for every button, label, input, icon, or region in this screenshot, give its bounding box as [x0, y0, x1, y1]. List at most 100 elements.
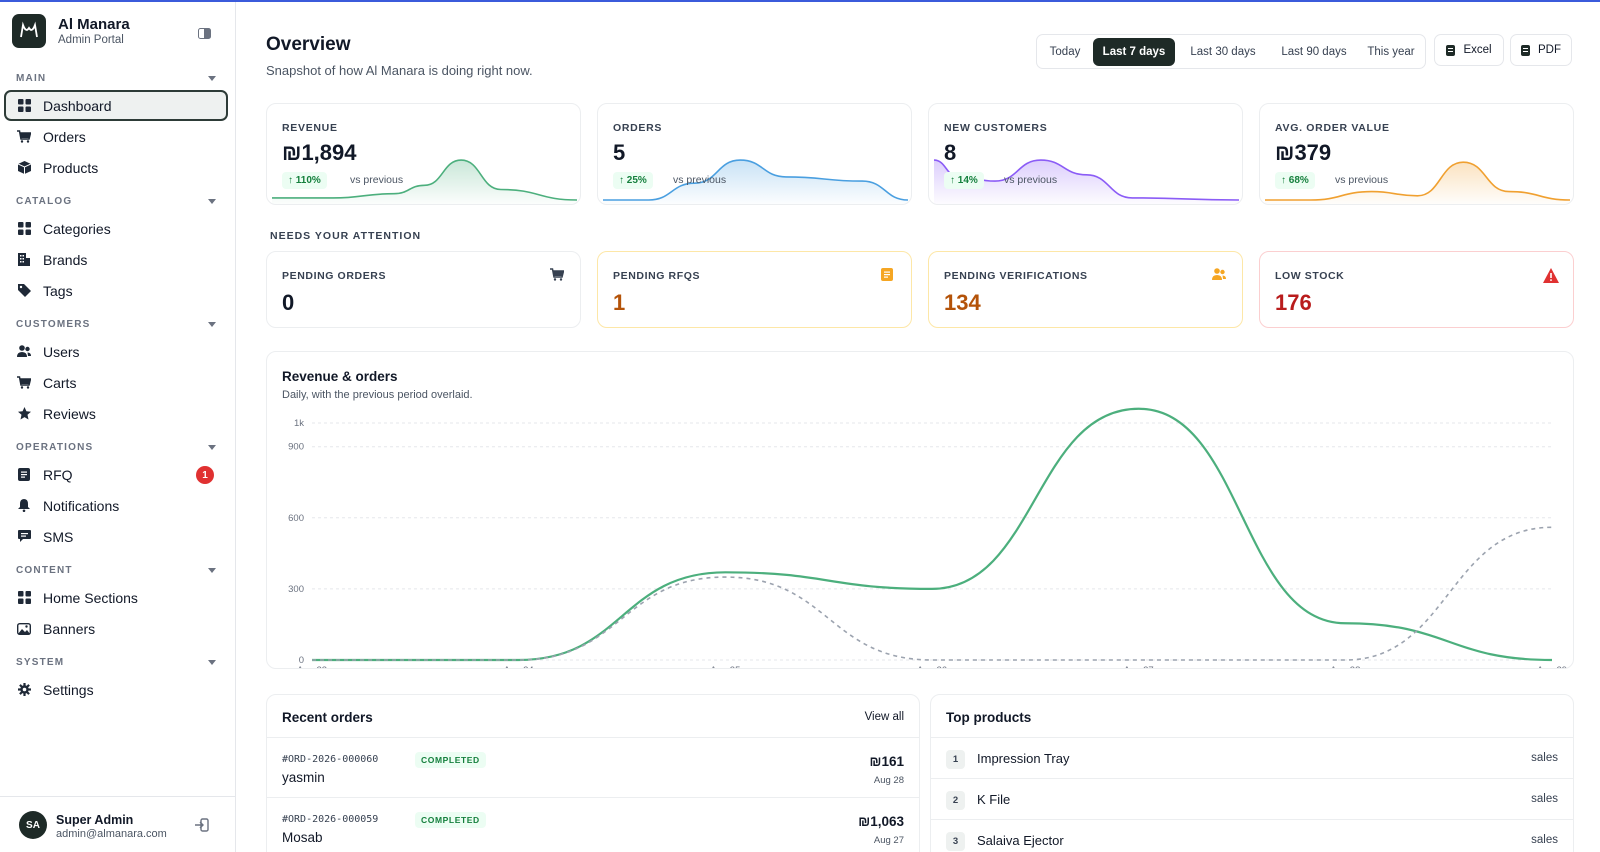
sidebar-item-label: Notifications [43, 497, 120, 514]
sidebar-item-orders[interactable]: Orders [4, 121, 228, 152]
product-name: K File [977, 792, 1011, 807]
grid-icon [17, 99, 31, 113]
range-year-button[interactable]: This year [1367, 46, 1415, 58]
sidebar-item-carts[interactable]: Carts [4, 367, 228, 398]
box-icon [17, 161, 31, 175]
table-row[interactable]: #ORD-2026-000059 COMPLETED Mosab ₪1,063 Aug … [267, 797, 919, 852]
avatar[interactable]: SA [19, 811, 47, 839]
product-metric: sales [1531, 834, 1558, 846]
page-subtitle: Snapshot of how Al Manara is doing right… [266, 63, 533, 78]
users-icon [17, 345, 31, 359]
sparkline-area [934, 160, 1239, 204]
logout-icon[interactable] [194, 817, 210, 833]
attention-card-low-stock[interactable]: LOW STOCK 176 [1259, 251, 1574, 328]
warning-icon [1543, 268, 1559, 284]
sparkline-area [603, 160, 908, 204]
sidebar-item-tags[interactable]: Tags [4, 275, 228, 306]
attention-card-pending-verifications[interactable]: PENDING VERIFICATIONS 134 [928, 251, 1243, 328]
y-tick-label: 300 [288, 584, 304, 595]
sidebar-item-brands[interactable]: Brands [4, 244, 228, 275]
nav-section-label: CONTENT [16, 565, 73, 576]
product-metric: sales [1531, 793, 1558, 805]
sparkline [271, 159, 578, 204]
export-excel-button[interactable]: Excel [1434, 34, 1504, 66]
sidebar-item-label: SMS [43, 528, 74, 545]
attention-value: 1 [613, 290, 626, 315]
date-range-selector: Today Last 7 days Last 30 days Last 90 d… [1036, 34, 1426, 69]
series-line-current [311, 407, 1553, 662]
sidebar-item-users[interactable]: Users [4, 336, 228, 367]
export-pdf-button[interactable]: PDF [1510, 34, 1572, 66]
kpi-card-avg-order-value[interactable]: AVG. ORDER VALUE ₪379 ↑ 68% vs previous [1259, 103, 1574, 205]
kpi-card-new-customers[interactable]: NEW CUSTOMERS 8 ↑ 14% vs previous [928, 103, 1243, 205]
tag-icon [17, 284, 31, 298]
bell-icon [17, 499, 31, 513]
nav-section-main[interactable]: MAIN [16, 73, 216, 87]
y-tick-label: 0 [299, 655, 304, 666]
range-90-days-button[interactable]: Last 90 days [1281, 46, 1347, 58]
grid-icon [17, 591, 31, 605]
table-row[interactable]: #ORD-2026-000060 COMPLETED yasmin ₪161 Aug 2… [267, 737, 919, 797]
sidebar-item-label: Home Sections [43, 589, 138, 606]
top-products-title: Top products [946, 710, 1032, 725]
attention-card-pending-rfqs[interactable]: PENDING RFQS 1 [597, 251, 912, 328]
nav-section-label: MAIN [16, 73, 47, 84]
kpi-card-revenue[interactable]: REVENUE ₪1,894 ↑ 110% vs previous [266, 103, 581, 205]
nav-section-customers[interactable]: CUSTOMERS [16, 319, 216, 333]
sidebar-item-sms[interactable]: SMS [4, 521, 228, 552]
sparkline-area [272, 160, 577, 204]
sidebar-item-reviews[interactable]: Reviews [4, 398, 228, 429]
sidebar-item-products[interactable]: Products [4, 152, 228, 183]
kpi-card-orders[interactable]: ORDERS 5 ↑ 25% vs previous [597, 103, 912, 205]
nav-section-operations[interactable]: OPERATIONS [16, 442, 216, 456]
nav-section-system[interactable]: SYSTEM [16, 657, 216, 671]
nav-section-content[interactable]: CONTENT [16, 565, 216, 579]
range-7-days-button[interactable]: Last 7 days [1093, 38, 1175, 66]
brand-logo [12, 14, 46, 48]
range-today-button[interactable]: Today [1049, 46, 1081, 58]
image-icon [17, 622, 31, 636]
product-name: Salaiva Ejector [977, 833, 1064, 848]
sidebar-item-dashboard[interactable]: Dashboard [4, 90, 228, 121]
sidebar-item-banners[interactable]: Banners [4, 613, 228, 644]
order-amount: ₪1,063 [858, 814, 904, 829]
range-30-days-button[interactable]: Last 30 days [1190, 46, 1256, 58]
list-item[interactable]: 2 K File sales [931, 778, 1573, 820]
revenue-orders-chart-card: Revenue & orders Daily, with the previou… [266, 351, 1574, 669]
revenue-orders-chart: 0 300 600 900 1k Aug 23 Aug 24 Aug 25 Aug 26 Aug … [288, 407, 1567, 669]
chart-subtitle: Daily, with the previous period overlaid… [282, 389, 473, 401]
sidebar-item-label: Reviews [43, 405, 96, 422]
kpi-compare-label: vs previous [1335, 174, 1389, 186]
attention-card-pending-orders[interactable]: PENDING ORDERS 0 [266, 251, 581, 328]
product-metric: sales [1531, 752, 1558, 764]
x-tick-label: Aug 25 [710, 665, 740, 669]
status-badge: COMPLETED [415, 752, 486, 768]
export-pdf-label: PDF [1538, 44, 1561, 56]
brand[interactable]: Al Manara Admin Portal [12, 14, 224, 52]
attention-label: PENDING ORDERS [282, 270, 387, 282]
list-item[interactable]: 1 Impression Tray sales [931, 737, 1573, 779]
view-all-link[interactable]: View all [864, 711, 904, 723]
cart-icon [17, 376, 31, 390]
sidebar-item-home-sections[interactable]: Home Sections [4, 582, 228, 613]
sidebar-item-settings[interactable]: Settings [4, 674, 228, 705]
nav-section-catalog[interactable]: CATALOG [16, 196, 216, 210]
export-excel-label: Excel [1463, 44, 1492, 56]
list-item[interactable]: 3 Salaiva Ejector sales [931, 819, 1573, 852]
gear-icon [17, 683, 31, 697]
sparkline-line [602, 159, 909, 201]
user-box: SA Super Admin admin@almanara.com [0, 796, 236, 852]
recent-orders-card: Recent orders View all #ORD-2026-000060 C… [266, 694, 920, 852]
sidebar-item-rfq[interactable]: RFQ 1 [4, 459, 228, 490]
kpi-delta-badge: ↑ 14% [944, 172, 984, 189]
sidebar-item-label: Banners [43, 620, 96, 637]
sidebar-toggle-icon[interactable] [198, 26, 212, 39]
building-icon [17, 253, 31, 267]
kpi-value: ₪379 [1275, 140, 1332, 165]
document-icon [1521, 44, 1530, 56]
attention-label: LOW STOCK [1275, 270, 1345, 282]
order-date: Aug 28 [873, 775, 904, 786]
sidebar-item-categories[interactable]: Categories [4, 213, 228, 244]
status-badge: COMPLETED [415, 812, 486, 828]
sidebar-item-notifications[interactable]: Notifications [4, 490, 228, 521]
